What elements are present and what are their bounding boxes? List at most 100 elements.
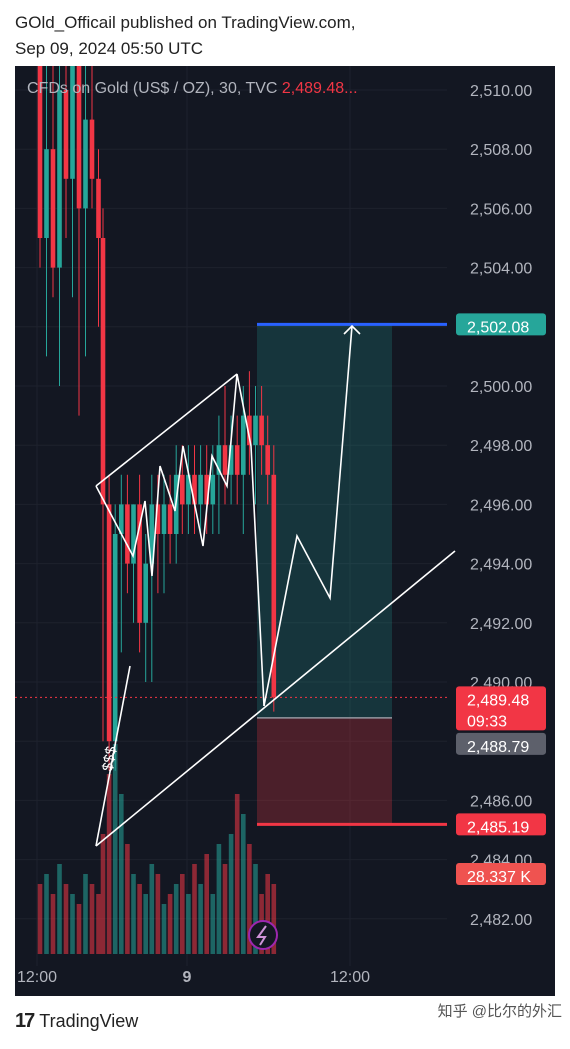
current-price-tag-text: 09:33 <box>467 713 507 730</box>
candle-body <box>119 504 124 534</box>
chart-panel[interactable]: $$$ 2,510.00 2,508.00 2,506.00 2,504.00 2,500… <box>15 66 555 996</box>
candle-body <box>204 474 209 505</box>
candle-body <box>155 504 161 534</box>
volume-tag-text: 28.337 K <box>467 869 531 886</box>
volume-bar <box>265 874 270 954</box>
y-tick-label: 2,494.00 <box>470 557 532 574</box>
candle-body <box>210 474 216 505</box>
candle-body <box>83 119 88 209</box>
stop-price-tag <box>456 813 546 836</box>
candle-body <box>37 66 43 238</box>
candle-body <box>149 504 155 564</box>
candle-body <box>131 504 136 564</box>
candle-body <box>137 504 142 623</box>
target-price-tag-text: 2,502.08 <box>467 319 529 336</box>
volume-bar <box>271 884 277 954</box>
candle-body <box>76 66 82 209</box>
volume-bar <box>253 864 258 954</box>
volume-bar <box>96 894 101 954</box>
symbol-legend: CFDs on Gold (US$ / OZ), 30, TVC 2,489.4… <box>27 80 358 98</box>
chart-svg[interactable]: $$$ 2,510.00 2,508.00 2,506.00 2,504.00 2,500… <box>15 66 555 996</box>
lightning-icon <box>248 920 278 950</box>
legend-price: 2,489.48... <box>281 80 358 97</box>
footer-brand: 17 TradingView <box>15 1010 138 1033</box>
candle-body <box>241 415 246 475</box>
candle-body <box>180 474 185 505</box>
y-tick-label: 2,482.00 <box>470 912 532 929</box>
candle-body <box>234 445 240 475</box>
lightning-bolt-icon <box>256 925 267 946</box>
candle-body <box>106 504 112 742</box>
arrow-head-icon <box>343 324 361 335</box>
current-price-tag <box>456 686 546 731</box>
volume-bar <box>44 874 49 954</box>
candle-body <box>112 534 118 742</box>
candle-body <box>50 149 56 268</box>
candle-body <box>143 563 148 623</box>
volume-bar <box>106 774 112 954</box>
watermark: 知乎 @比尔的外汇 <box>437 1003 562 1020</box>
volume-bar <box>155 874 161 954</box>
y-tick-label: 2,496.00 <box>470 497 532 514</box>
y-tick-label: 2,508.00 <box>470 142 532 159</box>
volume-bar <box>125 844 130 954</box>
volume-bar <box>247 844 252 954</box>
volume-bar <box>63 884 69 954</box>
x-tick-label: 9 <box>183 969 192 986</box>
candle-body <box>259 415 264 446</box>
volume-bar <box>112 744 118 954</box>
candle-body <box>89 119 95 179</box>
candle-body <box>161 504 167 534</box>
x-tick-label: 12:00 <box>17 969 57 986</box>
volume-bar <box>241 814 246 954</box>
volume-bar <box>161 904 167 954</box>
target-zone <box>257 324 392 718</box>
symbol-label: CFDs on Gold (US$ / OZ), 30, TVC <box>27 80 278 97</box>
volume-bar <box>198 884 203 954</box>
publish-date: Sep 09, 2024 05:50 UTC <box>15 39 204 58</box>
y-tick-label: 2,498.00 <box>470 438 532 455</box>
candle-body <box>186 474 191 505</box>
candle-body <box>63 90 69 179</box>
volume-bar <box>216 844 222 954</box>
candle-body <box>57 90 62 268</box>
candle-body <box>44 149 49 238</box>
volume-bar <box>119 794 124 954</box>
volume-bar <box>234 794 240 954</box>
volume-bar <box>89 884 95 954</box>
candle-body <box>222 445 228 475</box>
candle-body <box>271 474 277 698</box>
candle-body <box>216 445 222 475</box>
stop-price-tag-text: 2,485.19 <box>467 819 529 836</box>
y-tick-label: 2,506.00 <box>470 201 532 218</box>
volume-bar <box>149 864 155 954</box>
candle-body <box>228 445 234 475</box>
volume-bar <box>186 894 191 954</box>
volume-bar <box>83 874 88 954</box>
volume-bar <box>76 904 82 954</box>
candle-body <box>247 415 252 446</box>
target-price-tag <box>456 313 546 336</box>
x-tick-label: 12:00 <box>330 969 370 986</box>
volume-bar <box>137 884 142 954</box>
candle-body <box>192 474 197 505</box>
volume-bar <box>210 894 216 954</box>
brand-name: TradingView <box>39 1011 139 1031</box>
y-tick-label: 2,486.00 <box>470 793 532 810</box>
current-price-tag-text: 2,489.48 <box>467 692 529 709</box>
candle-body <box>265 445 270 475</box>
volume-bar <box>143 894 148 954</box>
annotation-text: $$$ <box>99 744 120 772</box>
candle-body <box>100 238 106 505</box>
wedge-upper-line <box>95 373 238 487</box>
entry-price-tag <box>456 732 546 755</box>
publisher-line: GOld_Officail published on TradingView.c… <box>15 13 356 32</box>
volume-bar <box>70 894 75 954</box>
entry-price-tag-text: 2,488.79 <box>467 739 529 756</box>
volume-bar <box>222 864 228 954</box>
candle-body <box>125 504 130 564</box>
volume-bar <box>204 854 209 954</box>
volume-tag <box>456 863 546 885</box>
y-tick-label: 2,492.00 <box>470 616 532 633</box>
volume-bar <box>100 834 106 954</box>
